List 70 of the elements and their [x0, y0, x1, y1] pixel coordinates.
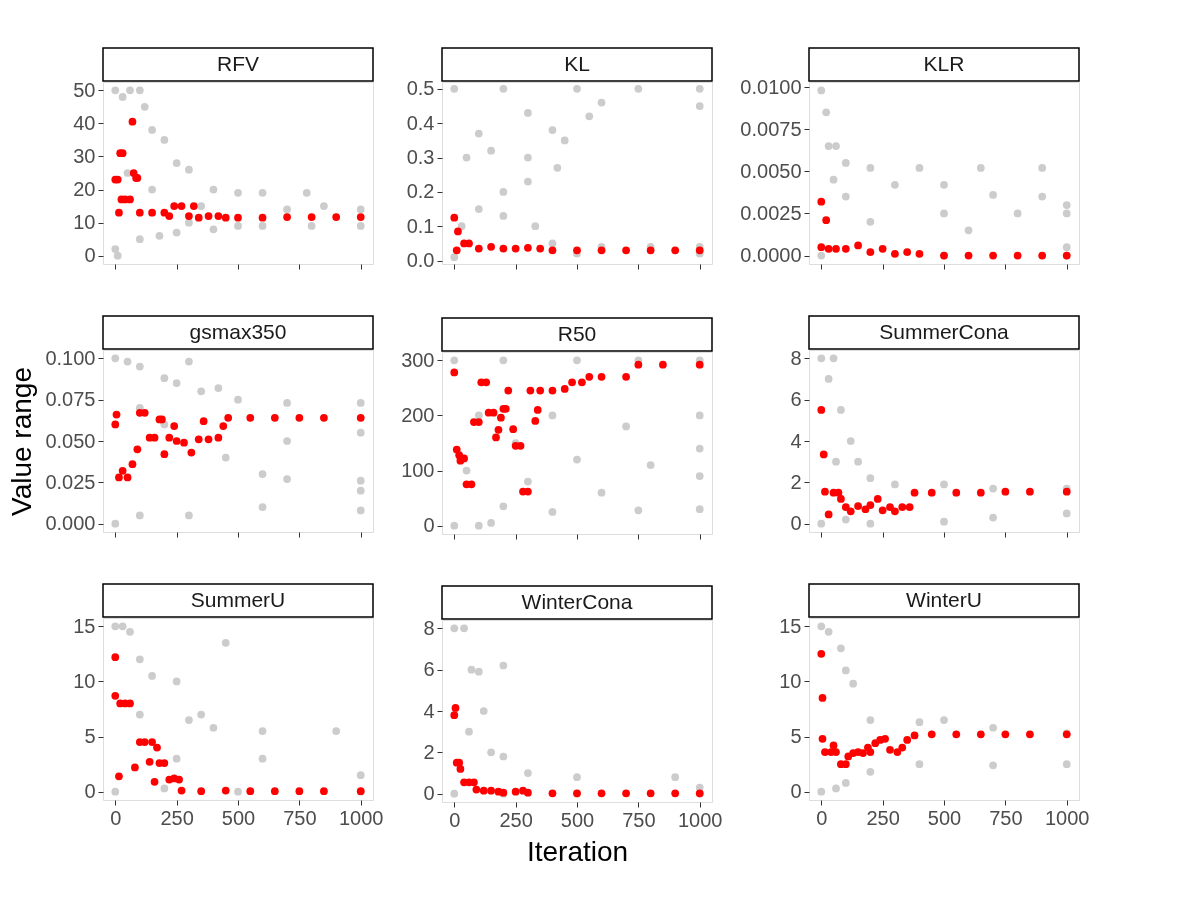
y-tick-label: 0.4	[406, 111, 435, 134]
x-tick-label: 1000	[1044, 806, 1090, 829]
y-tick-label: 6	[423, 658, 435, 681]
y-tick-label: 0.0075	[740, 117, 802, 140]
y-tick-label: 0	[790, 780, 802, 803]
x-tick-label: 250	[160, 806, 194, 829]
y-tick-label: 2	[423, 740, 435, 763]
x-tick-label: 750	[622, 808, 656, 831]
y-tick-label: 30	[73, 144, 96, 167]
y-tick-label: 2	[790, 470, 802, 493]
y-tick-label: 4	[423, 699, 435, 722]
y-tick-label: 8	[790, 346, 802, 369]
y-tick-label: 0	[423, 782, 435, 805]
x-tick-label: 0	[816, 806, 828, 829]
y-tick-label: 15	[779, 614, 802, 637]
x-tick-label: 250	[866, 806, 900, 829]
y-tick-label: 8	[423, 616, 435, 639]
y-tick-label: 200	[401, 403, 435, 426]
y-tick-label: 6	[790, 388, 802, 411]
x-tick-label: 500	[927, 806, 962, 829]
y-tick-label: 5	[84, 725, 96, 748]
x-tick-label: 0	[110, 806, 122, 829]
y-tick-label: 0.3	[406, 146, 435, 169]
x-tick-label: 750	[283, 806, 317, 829]
chart-title: KL	[564, 52, 590, 75]
y-tick-label: 0.1	[406, 214, 435, 237]
y-tick-label: 10	[73, 669, 96, 692]
y-axis-title: Value range	[6, 367, 38, 516]
chart-title: RFV	[217, 52, 259, 75]
y-tick-label: 0.050	[45, 429, 96, 452]
chart-title: KLR	[923, 52, 965, 75]
x-tick-label: 1000	[338, 806, 384, 829]
y-tick-label: 10	[73, 211, 96, 234]
chart-title: SummerCona	[879, 320, 1010, 343]
x-axis-title: Iteration	[526, 835, 629, 867]
y-tick-label: 0.000	[45, 512, 96, 535]
y-tick-label: 4	[790, 429, 802, 452]
y-tick-label: 10	[779, 669, 802, 692]
x-tick-label: 1000	[677, 808, 723, 831]
y-tick-label: 50	[73, 78, 96, 101]
x-tick-label: 500	[221, 806, 256, 829]
y-tick-label: 0.0000	[740, 244, 802, 267]
y-tick-label: 0.0100	[740, 75, 802, 98]
y-tick-label: 5	[790, 725, 802, 748]
x-tick-label: 500	[560, 808, 595, 831]
y-tick-label: 0.2	[406, 180, 435, 203]
y-tick-label: 300	[401, 348, 435, 371]
chart-title: R50	[557, 322, 597, 345]
y-tick-label: 0.0050	[740, 159, 802, 182]
y-tick-label: 0.100	[45, 346, 96, 369]
y-tick-label: 0	[84, 244, 96, 267]
y-tick-label: 0.0	[406, 249, 435, 272]
x-tick-label: 0	[449, 808, 461, 831]
chart-title: WinterU	[906, 588, 982, 611]
y-tick-label: 0	[790, 512, 802, 535]
y-tick-label: 20	[73, 178, 96, 201]
y-tick-label: 15	[73, 614, 96, 637]
y-tick-label: 100	[401, 459, 435, 482]
chart-title: gsmax350	[189, 320, 287, 343]
y-tick-label: 0	[84, 780, 96, 803]
y-tick-label: 0.5	[406, 77, 435, 100]
y-tick-label: 0	[423, 514, 435, 537]
x-tick-label: 250	[499, 808, 533, 831]
chart-title: SummerU	[190, 588, 286, 611]
x-tick-label: 750	[989, 806, 1023, 829]
y-tick-label: 40	[73, 111, 96, 134]
y-tick-label: 0.0025	[740, 201, 802, 224]
y-tick-label: 0.025	[45, 470, 96, 493]
chart-title: WinterCona	[521, 590, 633, 613]
y-tick-label: 0.075	[45, 388, 96, 411]
